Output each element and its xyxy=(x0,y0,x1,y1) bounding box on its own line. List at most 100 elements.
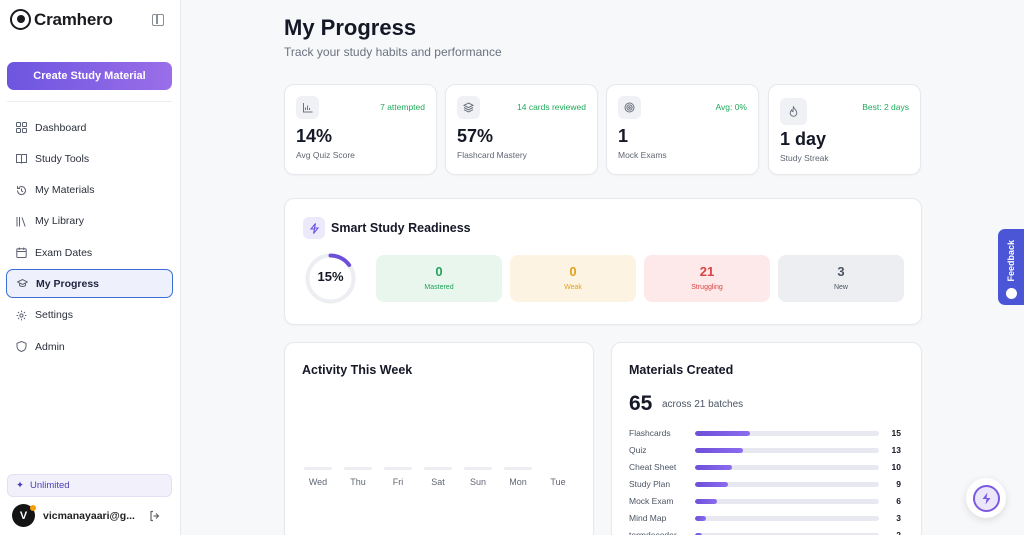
stat-badge: 7 attempted xyxy=(380,102,425,112)
sparkle-icon: ✦ xyxy=(16,480,24,491)
sidebar-item-label: Admin xyxy=(35,340,65,353)
history-icon xyxy=(16,185,26,195)
material-row: Mock Exam 6 xyxy=(629,496,909,508)
readiness-title: Smart Study Readiness xyxy=(331,221,471,235)
bucket-count: 3 xyxy=(837,264,845,279)
stat-card: 14 cards reviewed 57% Flashcard Mastery xyxy=(445,84,598,175)
activity-day: Sun xyxy=(464,467,492,487)
sidebar-item-my-progress[interactable]: My Progress xyxy=(6,269,173,299)
activity-day: Sat xyxy=(424,467,452,487)
material-bar-fill xyxy=(695,448,743,453)
activity-day-label: Sat xyxy=(431,477,445,487)
sidebar-item-label: My Materials xyxy=(35,184,95,197)
materials-title: Materials Created xyxy=(629,363,734,377)
user-email: vicmanayaari@g... xyxy=(43,509,135,522)
feedback-tab[interactable]: Feedback xyxy=(998,229,1024,305)
logo-mark-icon xyxy=(10,9,31,30)
material-count: 2 xyxy=(896,530,901,535)
bar-chart-icon xyxy=(296,96,319,119)
bucket-label: Mastered xyxy=(424,284,454,291)
stat-value: 57% xyxy=(457,126,494,146)
logo[interactable]: Cramhero xyxy=(10,9,113,30)
sidebar-item-label: Exam Dates xyxy=(35,246,93,259)
sidebar-item-my-library[interactable]: My Library xyxy=(6,207,173,236)
stat-value: 1 day xyxy=(780,129,827,149)
graduation-cap-icon xyxy=(17,279,28,288)
material-count: 6 xyxy=(896,496,901,506)
activity-day-label: Mon xyxy=(509,477,527,487)
sidebar-item-label: My Progress xyxy=(36,277,100,290)
material-row: Cheat Sheet 10 xyxy=(629,462,909,474)
avatar: V xyxy=(12,504,36,527)
book-icon xyxy=(16,154,27,164)
gear-icon xyxy=(16,310,27,321)
material-row: Study Plan 9 xyxy=(629,479,909,491)
bucket-label: Weak xyxy=(564,284,582,291)
activity-day-label: Wed xyxy=(308,477,328,487)
materials-subtitle: across 21 batches xyxy=(662,399,744,410)
material-bar-track xyxy=(695,465,879,470)
activity-bar xyxy=(384,467,412,470)
material-bar-fill xyxy=(695,516,707,521)
material-name: termdecoder xyxy=(629,530,677,535)
logout-icon[interactable] xyxy=(149,510,161,522)
material-bar-track xyxy=(695,499,879,504)
material-count: 3 xyxy=(896,513,901,523)
activity-day: Wed xyxy=(304,467,332,487)
sidebar-item-exam-dates[interactable]: Exam Dates xyxy=(6,238,173,267)
activity-bar xyxy=(344,467,372,470)
stat-badge: 14 cards reviewed xyxy=(517,102,586,112)
sidebar-item-my-materials[interactable]: My Materials xyxy=(6,176,173,205)
bucket-count: 0 xyxy=(569,264,577,279)
material-bar-fill xyxy=(695,499,718,504)
material-name: Quiz xyxy=(629,445,647,455)
stat-label: Avg Quiz Score xyxy=(296,150,355,160)
plan-label: Unlimited xyxy=(29,480,70,491)
readiness-ring xyxy=(305,253,356,304)
plan-badge[interactable]: ✦ Unlimited xyxy=(7,474,172,497)
sidebar-item-admin[interactable]: Admin xyxy=(6,332,173,361)
activity-day: Fri xyxy=(384,467,412,487)
create-study-material-button[interactable]: Create Study Material xyxy=(7,62,172,90)
readiness-bucket-weak[interactable]: 0 Weak xyxy=(510,255,636,302)
bucket-label: New xyxy=(833,284,848,291)
sidebar-item-label: My Library xyxy=(35,215,85,228)
activity-day-label: Thu xyxy=(350,477,366,487)
activity-day-label: Fri xyxy=(392,477,404,487)
material-bar-fill xyxy=(695,482,729,487)
sidebar-item-settings[interactable]: Settings xyxy=(6,301,173,330)
material-row: Quiz 13 xyxy=(629,445,909,457)
activity-bar xyxy=(464,467,492,470)
sidebar-divider xyxy=(7,101,172,102)
stat-badge: Avg: 0% xyxy=(715,102,747,112)
assistant-button[interactable] xyxy=(966,478,1006,518)
material-bar-track xyxy=(695,431,879,436)
materials-card: Materials Created 65 across 21 batches F… xyxy=(611,342,922,535)
readiness-card: Smart Study Readiness 15% 0 Mastered 0 Weak… xyxy=(284,198,922,325)
readiness-bucket-mastered[interactable]: 0 Mastered xyxy=(376,255,502,302)
stat-card: 7 attempted 14% Avg Quiz Score xyxy=(284,84,437,175)
material-bar-fill xyxy=(695,431,751,436)
readiness-bucket-new[interactable]: 3 New xyxy=(778,255,904,302)
material-name: Mind Map xyxy=(629,513,667,523)
materials-total: 65 xyxy=(629,392,653,415)
readiness-percent: 15% xyxy=(317,269,344,284)
sidebar-item-study-tools[interactable]: Study Tools xyxy=(6,144,173,173)
stat-card: Avg: 0% 1 Mock Exams xyxy=(606,84,759,175)
activity-bar xyxy=(504,467,532,470)
material-count: 9 xyxy=(896,479,901,489)
user-profile[interactable]: V vicmanayaari@g... xyxy=(12,504,135,527)
material-name: Study Plan xyxy=(629,479,671,489)
sidebar-item-label: Settings xyxy=(35,309,73,322)
collapse-sidebar-icon[interactable] xyxy=(152,14,164,26)
material-bar-track xyxy=(695,516,879,521)
material-count: 10 xyxy=(891,462,901,472)
material-count: 13 xyxy=(891,445,901,455)
sidebar-item-dashboard[interactable]: Dashboard xyxy=(6,113,173,142)
lightning-icon xyxy=(303,217,325,239)
page-title: My Progress xyxy=(284,15,417,40)
bucket-count: 0 xyxy=(435,264,443,279)
readiness-bucket-struggling[interactable]: 21 Struggling xyxy=(644,255,770,302)
calendar-icon xyxy=(16,247,27,259)
material-bar-fill xyxy=(695,533,703,535)
